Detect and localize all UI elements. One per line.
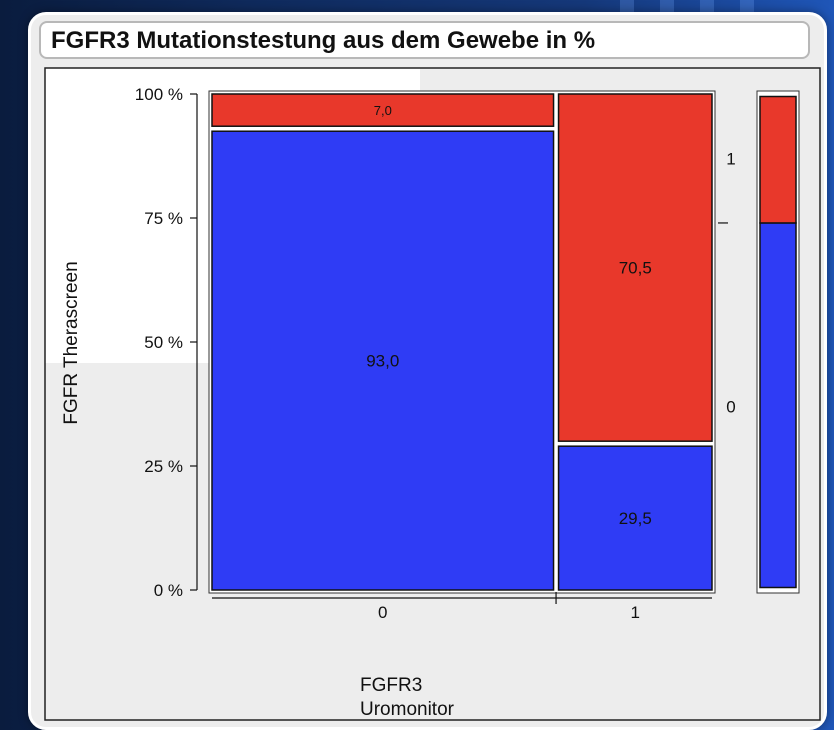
marginal-segment bbox=[759, 95, 797, 224]
mosaic-cell bbox=[557, 93, 713, 442]
cell-data-label: 93,0 bbox=[366, 352, 399, 371]
y-axis-title: FGFR Therascreen bbox=[61, 261, 82, 424]
y-tick-label: 100 % bbox=[135, 85, 183, 104]
y-tick-label: 50 % bbox=[144, 333, 183, 352]
x-axis-title-line: Uromonitor bbox=[360, 699, 455, 720]
x-axis-title: FGFR3 Uromonitor bbox=[360, 675, 455, 720]
cell-data-label: 7,0 bbox=[374, 103, 392, 118]
x-tick-label: 0 bbox=[378, 603, 387, 622]
y-tick-label: 75 % bbox=[144, 209, 183, 228]
cell-data-label: 29,5 bbox=[619, 509, 652, 528]
y-tick-label: 0 % bbox=[154, 581, 183, 600]
y-tick-label: 25 % bbox=[144, 457, 183, 476]
cell-data-label: 70,5 bbox=[619, 259, 652, 278]
y-category-label: 1 bbox=[726, 149, 735, 168]
x-tick-label: 1 bbox=[631, 603, 640, 622]
mosaic-cell bbox=[211, 93, 555, 127]
y-category-label: 0 bbox=[726, 397, 735, 416]
marginal-segment bbox=[759, 222, 797, 589]
mosaic-cell bbox=[557, 445, 713, 591]
title-bar: FGFR3 Mutationstestung aus dem Gewebe in… bbox=[39, 21, 810, 59]
mosaic-cell bbox=[211, 130, 555, 591]
plot-frame bbox=[44, 67, 821, 721]
page-title: FGFR3 Mutationstestung aus dem Gewebe in… bbox=[51, 27, 596, 54]
x-axis-title-line: FGFR3 bbox=[360, 675, 422, 696]
